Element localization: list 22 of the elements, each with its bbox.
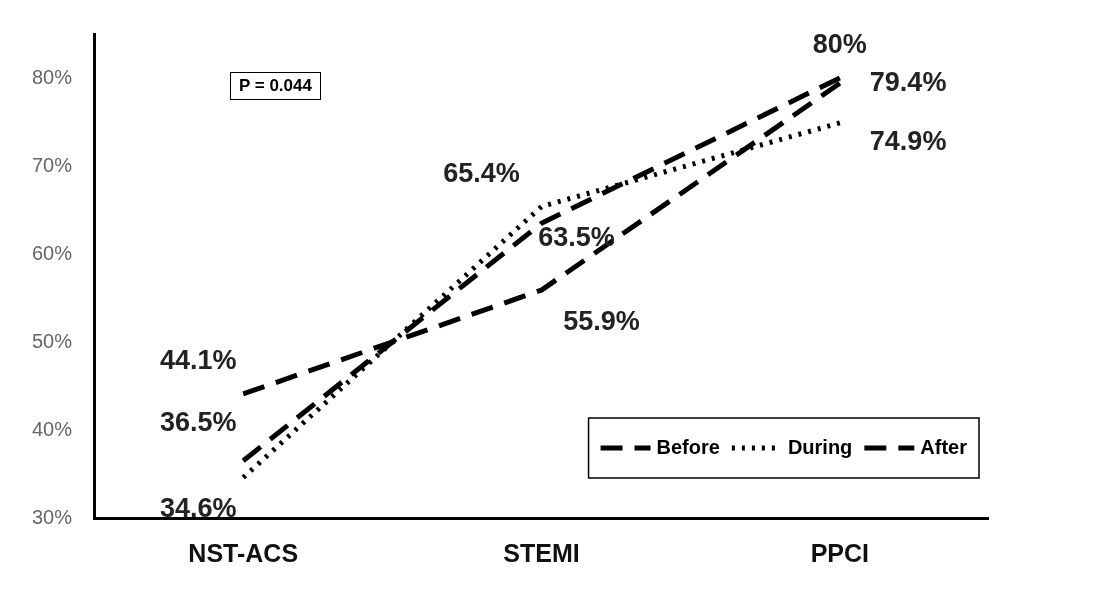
data-label: 36.5%	[159, 407, 237, 438]
y-tick-label: 80%	[32, 65, 73, 88]
x-tick-label: STEMI	[503, 538, 580, 567]
data-label: 65.4%	[443, 157, 520, 188]
y-tick-label: 30%	[32, 505, 73, 528]
legend-label: Before	[656, 435, 720, 458]
data-label: 63.5%	[538, 221, 615, 252]
data-label: 44.1%	[159, 345, 237, 376]
data-label: 55.9%	[563, 305, 640, 336]
legend-label: After	[920, 435, 968, 458]
y-tick-label: 70%	[32, 153, 73, 176]
y-tick-label: 60%	[32, 241, 73, 264]
annotation: P = 0.044	[230, 72, 321, 100]
data-label: 74.9%	[869, 126, 947, 157]
y-tick-label: 50%	[32, 329, 73, 352]
x-tick-label: PPCI	[810, 538, 870, 567]
x-tick-label: NST-ACS	[188, 538, 299, 567]
data-label: 34.6%	[159, 492, 237, 523]
data-label: 79.4%	[869, 66, 947, 97]
legend-label: During	[787, 435, 853, 458]
data-label: 80%	[812, 29, 867, 60]
y-tick-label: 40%	[32, 417, 73, 440]
